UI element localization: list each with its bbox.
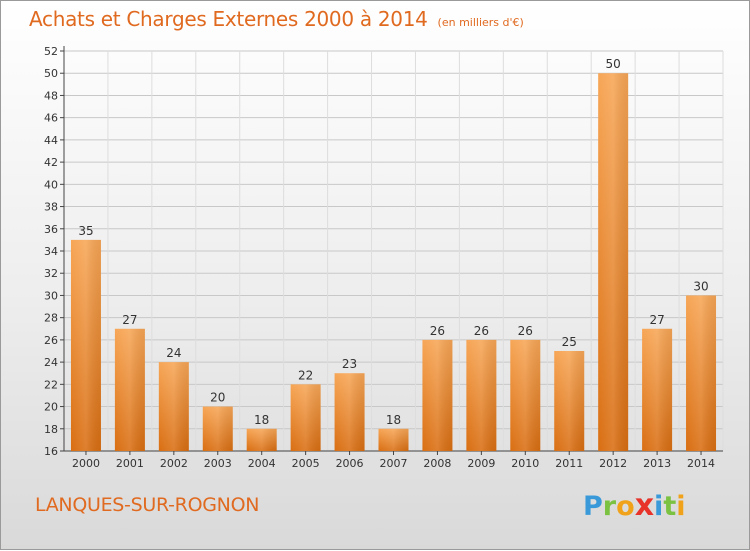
- x-tick-label: 2000: [72, 457, 100, 470]
- y-tick-label: 38: [44, 201, 58, 214]
- bar-value-label: 26: [430, 324, 445, 338]
- bar-value-label: 24: [166, 346, 181, 360]
- x-tick-label: 2001: [116, 457, 144, 470]
- bar-value-label: 23: [342, 357, 357, 371]
- bar-value-label: 25: [562, 335, 577, 349]
- y-tick-label: 28: [44, 312, 58, 325]
- bar-value-label: 22: [298, 368, 313, 382]
- y-tick-label: 36: [44, 223, 58, 236]
- bar-layer: [70, 73, 717, 451]
- bar-value-label: 30: [693, 279, 708, 293]
- x-tick-label: 2006: [336, 457, 364, 470]
- bar-shade: [290, 384, 321, 451]
- bar-shade: [642, 328, 673, 451]
- logo-letter: o: [616, 491, 635, 522]
- logo-letter: r: [602, 491, 617, 522]
- title-text: Achats et Charges Externes 2000 à 2014: [29, 7, 428, 31]
- bar-value-label: 27: [649, 313, 664, 327]
- y-tick-label: 18: [44, 423, 58, 436]
- bar-shade: [334, 373, 365, 451]
- bar-shade: [686, 295, 717, 451]
- bar-value-label: 50: [606, 57, 621, 71]
- y-tick-label: 20: [44, 401, 58, 414]
- x-tick-label: 2013: [643, 457, 671, 470]
- y-tick-label: 34: [44, 245, 58, 258]
- bar-value-label: 35: [78, 224, 93, 238]
- chart-title: Achats et Charges Externes 2000 à 2014 (e…: [29, 7, 524, 31]
- x-tick-label: 2002: [160, 457, 188, 470]
- bar-shade: [70, 239, 101, 451]
- y-tick-label: 30: [44, 289, 58, 302]
- logo-letter: i: [654, 491, 664, 522]
- bar-shade: [378, 428, 409, 451]
- x-tick-label: 2012: [599, 457, 627, 470]
- bar-value-label: 27: [122, 313, 137, 327]
- y-tick-label: 16: [44, 445, 58, 458]
- logo-letter: i: [676, 491, 686, 522]
- x-tick-label: 2009: [467, 457, 495, 470]
- bar-value-label: 18: [386, 413, 401, 427]
- logo-letter: x: [634, 488, 655, 523]
- bar-shade: [202, 406, 233, 451]
- bar-shade: [158, 362, 189, 451]
- x-tick-label: 2003: [204, 457, 232, 470]
- logo-letter: P: [583, 491, 603, 522]
- bar-value-label: 26: [518, 324, 533, 338]
- chart-subtitle: (en milliers d'€): [437, 16, 524, 29]
- bar-value-label: 18: [254, 413, 269, 427]
- y-tick-label: 26: [44, 334, 58, 347]
- bar-shade: [554, 351, 585, 451]
- y-tick-label: 32: [44, 267, 58, 280]
- y-tick-label: 48: [44, 89, 58, 102]
- y-tick-label: 52: [44, 45, 58, 58]
- bar-shade: [510, 339, 541, 451]
- x-tick-label: 2014: [687, 457, 715, 470]
- x-tick-label: 2010: [511, 457, 539, 470]
- place-name: LANQUES-SUR-ROGNON: [35, 494, 260, 516]
- bar-value-label: 26: [474, 324, 489, 338]
- bar-shade: [246, 428, 277, 451]
- logo-letter: t: [663, 491, 677, 522]
- bar-shade: [598, 73, 629, 451]
- x-tick-label: 2005: [292, 457, 320, 470]
- label-layer: 35 2000 27 2001 24 2002 20 2003 18 2004 22 2005 23 20…: [72, 57, 715, 470]
- y-tick-label: 46: [44, 112, 58, 125]
- x-tick-label: 2007: [380, 457, 408, 470]
- y-tick-label: 50: [44, 67, 58, 80]
- y-tick-label: 22: [44, 378, 58, 391]
- y-tick-label: 40: [44, 178, 58, 191]
- bar-value-label: 20: [210, 391, 225, 405]
- x-tick-label: 2008: [423, 457, 451, 470]
- bar-shade: [114, 328, 145, 451]
- y-tick-label: 44: [44, 134, 58, 147]
- bar-shade: [466, 339, 497, 451]
- proxiti-logo[interactable]: Proxiti: [583, 488, 686, 523]
- x-tick-label: 2004: [248, 457, 276, 470]
- y-tick-label: 42: [44, 156, 58, 169]
- x-tick-label: 2011: [555, 457, 583, 470]
- y-tick-label: 24: [44, 356, 58, 369]
- bar-shade: [422, 339, 453, 451]
